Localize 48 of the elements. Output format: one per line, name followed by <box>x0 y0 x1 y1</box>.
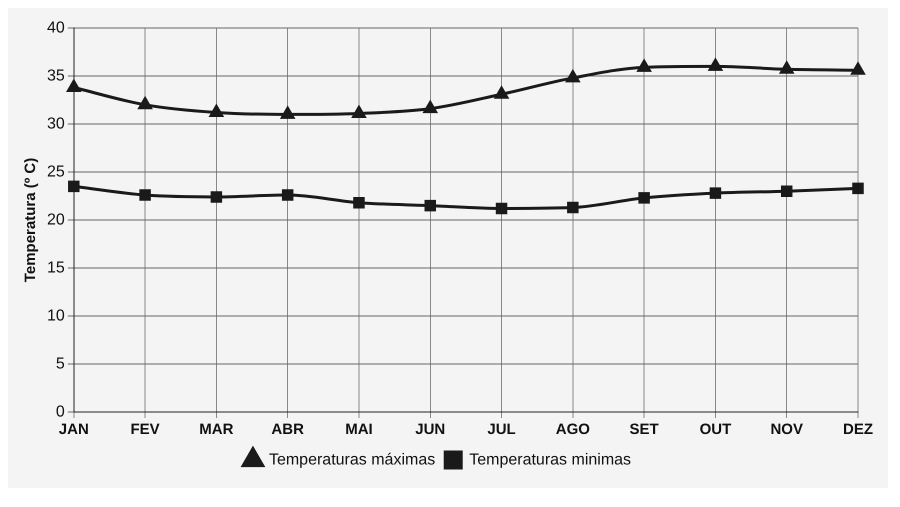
point <box>566 70 580 82</box>
x-tick-label: FEV <box>130 421 160 438</box>
point <box>353 196 365 208</box>
point <box>138 97 152 110</box>
point <box>780 62 794 74</box>
point <box>852 182 864 194</box>
point <box>494 86 508 99</box>
point <box>851 62 865 75</box>
x-tick-label: MAR <box>199 421 234 438</box>
point <box>210 104 224 117</box>
x-tick-label: ABR <box>271 421 304 438</box>
point <box>424 200 436 212</box>
point <box>210 191 222 203</box>
point <box>567 202 579 214</box>
point <box>780 185 792 197</box>
point <box>282 189 294 201</box>
y-axis-title: Temperatura (º C) <box>22 158 40 282</box>
y-tick-label: 5 <box>56 355 65 372</box>
legend-label: Temperaturas máximas <box>268 451 436 468</box>
x-tick-label: NOV <box>770 421 803 438</box>
point <box>352 106 366 118</box>
point <box>708 58 722 71</box>
point <box>638 192 650 204</box>
y-tick-label: 20 <box>47 211 65 228</box>
legend-label: Temperaturas minimas <box>469 451 632 468</box>
point <box>637 60 651 72</box>
y-tick-label: 40 <box>47 19 65 36</box>
x-tick-label: MAI <box>345 421 373 438</box>
x-tick-label: AGO <box>556 421 590 438</box>
point <box>496 202 508 214</box>
point <box>68 180 80 192</box>
y-tick-label: 35 <box>47 67 65 84</box>
x-tick-label: OUT <box>700 421 732 438</box>
y-tick-label: 30 <box>47 115 65 132</box>
point <box>424 101 437 114</box>
x-tick-label: JUL <box>487 421 516 438</box>
y-tick-label: 25 <box>47 163 65 180</box>
point <box>139 189 151 201</box>
point <box>710 187 722 199</box>
y-tick-label: 10 <box>47 307 65 324</box>
x-tick-label: SET <box>630 421 659 438</box>
y-tick-label: 0 <box>56 403 65 420</box>
point <box>280 106 294 119</box>
x-tick-label: JUN <box>415 421 446 438</box>
x-tick-label: DEZ <box>843 421 873 438</box>
x-tick-label: JAN <box>58 421 89 438</box>
y-tick-label: 15 <box>47 259 65 276</box>
point <box>67 80 80 92</box>
